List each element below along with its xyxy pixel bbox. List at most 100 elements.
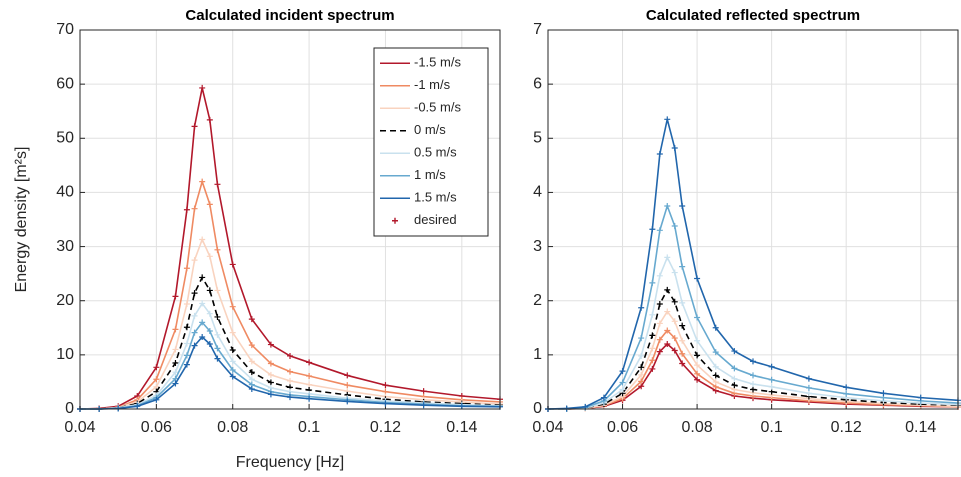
- legend-box: [373, 47, 489, 237]
- y-tick-label: 60: [56, 75, 74, 92]
- desired-marker: [805, 384, 812, 391]
- desired-marker: [768, 383, 775, 390]
- desired-marker: [694, 337, 701, 344]
- desired-marker: [172, 293, 179, 300]
- x-tick-label: 0.08: [682, 419, 713, 436]
- desired-marker: [206, 287, 213, 294]
- y-tick-label: 5: [533, 130, 542, 147]
- desired-marker: [694, 370, 701, 377]
- desired-marker: [600, 394, 607, 401]
- desired-marker: [248, 316, 255, 323]
- desired-marker: [191, 257, 198, 264]
- desired-marker: [199, 274, 206, 281]
- desired-marker: [191, 342, 198, 349]
- x-tick-label: 0.1: [761, 419, 783, 436]
- desired-marker: [656, 320, 663, 327]
- desired-marker: [306, 372, 313, 379]
- desired-marker: [229, 303, 236, 310]
- desired-marker: [287, 368, 293, 375]
- desired-marker: [267, 371, 274, 378]
- desired-marker: [750, 358, 756, 365]
- legend-label: -1.5 m/s: [414, 55, 461, 70]
- desired-marker: [712, 363, 719, 370]
- desired-marker: [638, 371, 645, 378]
- desired-marker: [649, 332, 656, 339]
- y-tick-label: 70: [56, 21, 74, 38]
- desired-marker: [671, 145, 678, 152]
- y-tick-label: 7: [533, 21, 542, 38]
- desired-marker: [664, 327, 671, 334]
- desired-marker: [248, 385, 255, 392]
- y-tick-label: 30: [56, 238, 74, 255]
- desired-marker: [153, 364, 160, 371]
- desired-marker: [694, 352, 701, 359]
- desired-marker: [649, 345, 656, 352]
- desired-marker: [229, 346, 236, 353]
- desired-marker: [679, 299, 686, 306]
- desired-marker: [344, 398, 351, 405]
- desired-marker: [679, 322, 686, 329]
- desired-marker: [206, 116, 213, 123]
- desired-marker: [248, 369, 255, 376]
- legend-label: -1 m/s: [414, 77, 451, 92]
- desired-marker: [206, 341, 213, 348]
- desired-marker: [199, 319, 206, 326]
- desired-marker: [671, 318, 678, 325]
- series-line: [80, 275, 501, 410]
- desired-marker: [172, 380, 179, 387]
- x-tick-label: 0.12: [370, 419, 401, 436]
- desired-marker: [679, 360, 686, 367]
- desired-marker: [183, 265, 190, 272]
- y-tick-label: 0: [65, 400, 74, 417]
- desired-marker: [382, 382, 389, 389]
- desired-marker: [671, 222, 678, 229]
- y-tick-label: 1: [533, 346, 542, 363]
- desired-marker: [656, 300, 663, 307]
- desired-marker: [214, 181, 221, 188]
- desired-marker: [306, 381, 313, 388]
- desired-marker: [248, 376, 255, 383]
- desired-marker: [768, 376, 775, 383]
- desired-marker: [671, 298, 678, 305]
- desired-marker: [731, 365, 738, 372]
- desired-marker: [344, 382, 351, 389]
- desired-marker: [731, 348, 738, 355]
- desired-marker: [712, 324, 719, 331]
- desired-marker: [199, 84, 206, 91]
- desired-marker: [287, 377, 293, 384]
- desired-marker: [344, 372, 351, 379]
- desired-marker: [229, 367, 236, 374]
- x-tick-label: 0.14: [905, 419, 936, 436]
- legend-label: desired: [414, 212, 457, 227]
- y-tick-label: 4: [533, 184, 542, 201]
- x-tick-label: 0.06: [141, 419, 172, 436]
- legend-label: 0 m/s: [414, 122, 446, 137]
- desired-marker: [183, 206, 190, 213]
- desired-marker: [656, 227, 663, 234]
- desired-marker: [656, 150, 663, 157]
- legend-label: 0.5 m/s: [414, 145, 457, 160]
- desired-marker: [206, 328, 213, 335]
- desired-marker: [306, 359, 313, 366]
- x-axis-label: Frequency [Hz]: [236, 454, 344, 471]
- desired-marker: [382, 400, 389, 407]
- desired-marker: [183, 352, 190, 359]
- desired-marker: [199, 333, 206, 340]
- desired-marker: [183, 300, 190, 307]
- x-tick-label: 0.14: [446, 419, 477, 436]
- desired-marker: [768, 363, 775, 370]
- desired-marker: [229, 358, 236, 365]
- desired-marker: [694, 376, 701, 383]
- x-tick-label: 0.12: [831, 419, 862, 436]
- desired-marker: [153, 396, 160, 403]
- legend-label: -0.5 m/s: [414, 100, 461, 115]
- desired-marker: [671, 347, 678, 354]
- desired-marker: [638, 364, 645, 371]
- desired-marker: [267, 379, 274, 386]
- desired-marker: [458, 403, 465, 410]
- desired-marker: [712, 372, 719, 379]
- desired-marker: [153, 376, 160, 383]
- desired-marker: [694, 314, 701, 321]
- desired-marker: [420, 388, 427, 395]
- desired-marker: [619, 368, 626, 375]
